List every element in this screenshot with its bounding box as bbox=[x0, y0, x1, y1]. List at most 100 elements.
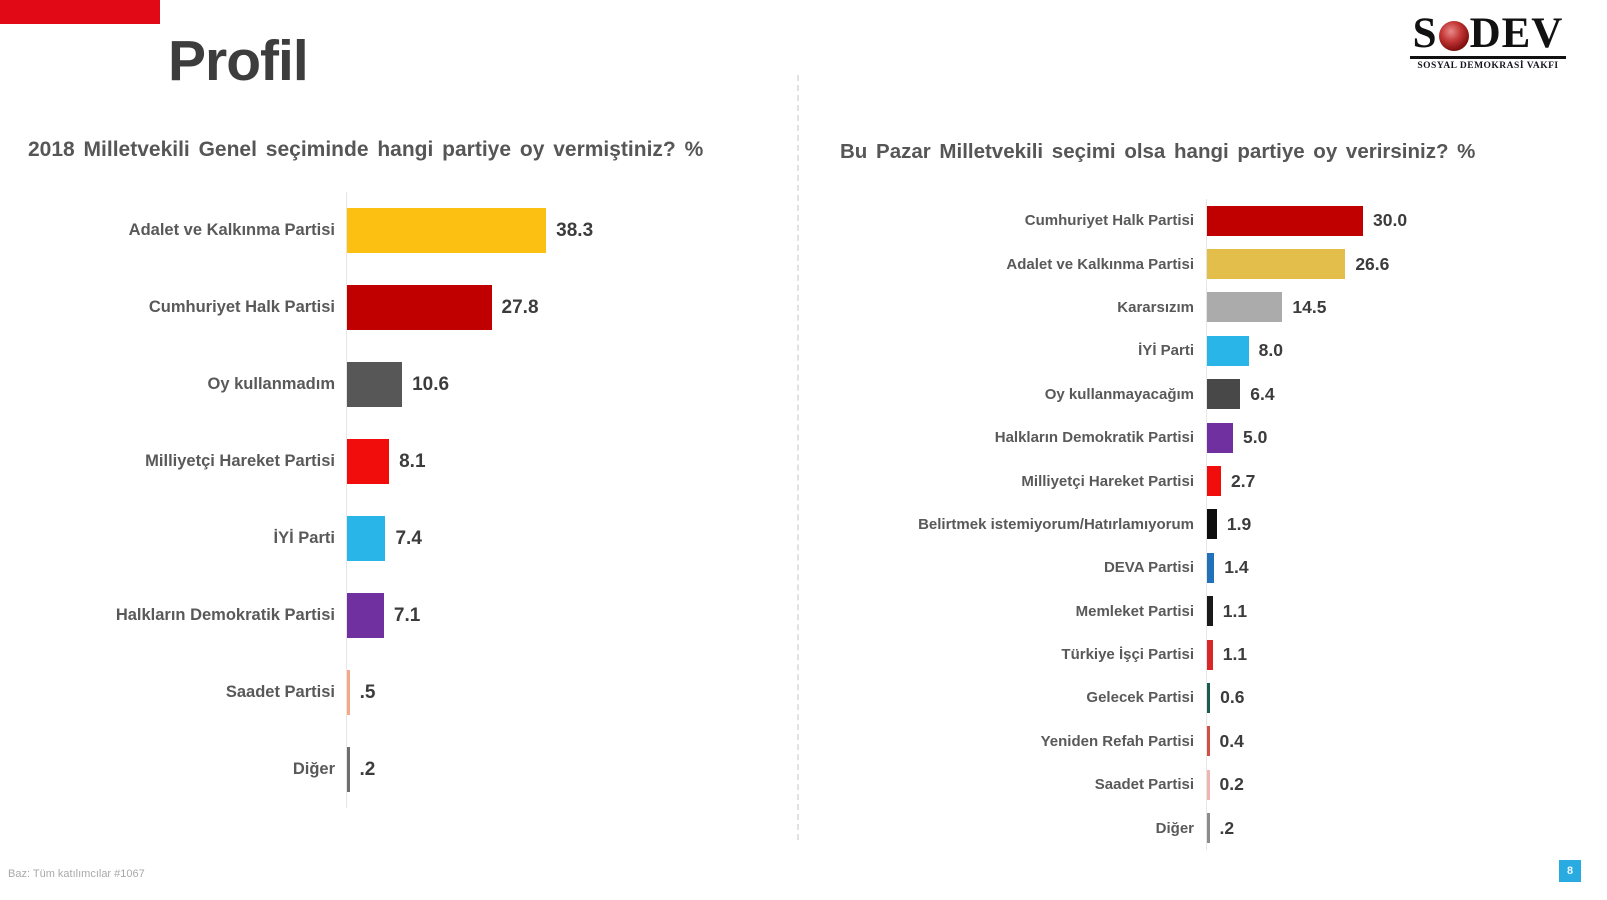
logo-subtitle: SOSYAL DEMOKRASİ VAKFI bbox=[1417, 61, 1559, 71]
bar-value-label: 7.4 bbox=[395, 527, 422, 549]
bar-track: 7.4 bbox=[346, 500, 768, 577]
bar-value-label: 38.3 bbox=[556, 219, 594, 241]
bar-track: 0.6 bbox=[1206, 676, 1580, 720]
bar-rows: Adalet ve Kalkınma Partisi 38.3 Cumhuriyet… bbox=[28, 192, 768, 808]
bar-category-label: Türkiye İşçi Partisi bbox=[1061, 646, 1194, 664]
bar-row: Oy kullanmadım 10.6 bbox=[28, 346, 768, 423]
bar bbox=[1207, 335, 1249, 366]
bar bbox=[347, 362, 403, 407]
bar-value-label: 26.6 bbox=[1355, 253, 1390, 274]
bar-value-label: 1.4 bbox=[1224, 557, 1249, 578]
bar-category-label: Diğer bbox=[292, 760, 335, 778]
bar bbox=[347, 208, 547, 253]
chart-2018-vote: 2018 Milletvekili Genel seçiminde hangi … bbox=[28, 138, 768, 808]
bar-value-label: 14.5 bbox=[1292, 296, 1327, 317]
bar-track: 1.4 bbox=[1206, 546, 1580, 590]
page-number-badge: 8 bbox=[1559, 860, 1581, 882]
bar-category-label: İYİ Parti bbox=[273, 529, 335, 547]
bar-track: 30.0 bbox=[1206, 199, 1580, 243]
bar bbox=[1207, 552, 1215, 583]
bar-row: Diğer .2 bbox=[28, 731, 768, 808]
page-title: Profil bbox=[168, 29, 309, 93]
bar-value-label: 0.6 bbox=[1220, 687, 1245, 708]
bar-category-label: Kararsızım bbox=[1117, 298, 1194, 316]
bar-track: 6.4 bbox=[1206, 372, 1580, 416]
bar-value-label: .2 bbox=[359, 758, 376, 780]
chart-title: 2018 Milletvekili Genel seçiminde hangi … bbox=[28, 138, 704, 161]
bar-track: 8.0 bbox=[1206, 329, 1580, 373]
bar-category-label: Cumhuriyet Halk Partisi bbox=[1024, 212, 1194, 230]
bar-track: .5 bbox=[346, 654, 768, 731]
bar-category-label: Belirtmek istemiyorum/Hatırlamıyorum bbox=[918, 515, 1194, 533]
bar-category-label: Adalet ve Kalkınma Partisi bbox=[128, 221, 335, 239]
bar-category-label: Milliyetçi Hareket Partisi bbox=[1021, 472, 1194, 490]
bar-value-label: 8.0 bbox=[1258, 340, 1283, 361]
bar-track: 27.8 bbox=[346, 269, 768, 346]
bar bbox=[1207, 422, 1233, 453]
bar bbox=[1207, 596, 1213, 627]
bar bbox=[347, 747, 350, 792]
bar-value-label: 2.7 bbox=[1231, 470, 1256, 491]
bar-track: 14.5 bbox=[1206, 285, 1580, 330]
bar-row: Halkların Demokratik Partisi 5.0 bbox=[840, 415, 1580, 460]
bar-value-label: 5.0 bbox=[1243, 427, 1268, 448]
bar-category-label: Saadet Partisi bbox=[225, 683, 335, 701]
bar-row: Memleket Partisi 1.1 bbox=[840, 589, 1580, 633]
bar-category-label: Halkların Demokratik Partisi bbox=[994, 429, 1194, 447]
bar-value-label: 7.1 bbox=[393, 604, 421, 626]
bar-category-label: Milliyetçi Hareket Partisi bbox=[145, 452, 335, 470]
bar bbox=[1207, 682, 1211, 713]
bar-track: 8.1 bbox=[346, 423, 768, 500]
bar-value-label: 1.9 bbox=[1226, 513, 1252, 534]
bar-track: 1.9 bbox=[1206, 502, 1580, 547]
bar-row: Cumhuriyet Halk Partisi 30.0 bbox=[840, 199, 1580, 243]
sodev-logo-wordmark: S DEV bbox=[1408, 12, 1568, 55]
bar bbox=[1207, 466, 1222, 497]
bar-row: Milliyetçi Hareket Partisi 8.1 bbox=[28, 423, 768, 500]
bar bbox=[1207, 249, 1346, 280]
bar bbox=[1207, 379, 1241, 410]
bar-track: 1.1 bbox=[1206, 632, 1580, 677]
bar-row: Türkiye İşçi Partisi 1.1 bbox=[840, 632, 1580, 677]
bar-category-label: Oy kullanmadım bbox=[207, 375, 335, 393]
bar-value-label: 6.4 bbox=[1250, 383, 1275, 404]
bar bbox=[347, 516, 386, 561]
bar-category-label: DEVA Partisi bbox=[1103, 559, 1194, 577]
bar-category-label: Yeniden Refah Partisi bbox=[1040, 732, 1194, 750]
bar-category-label: Saadet Partisi bbox=[1094, 776, 1194, 794]
bar-row: Milliyetçi Hareket Partisi 2.7 bbox=[840, 459, 1580, 503]
chart-sunday-vote: Bu Pazar Milletvekili seçimi olsa hangi … bbox=[840, 140, 1580, 850]
bar-row: Halkların Demokratik Partisi 7.1 bbox=[28, 577, 768, 654]
bar bbox=[347, 593, 384, 638]
chart-divider bbox=[797, 75, 799, 840]
logo-text-suffix: DEV bbox=[1469, 10, 1564, 57]
bar-category-label: İYİ Parti bbox=[1138, 342, 1194, 360]
bar-row: Diğer .2 bbox=[840, 806, 1580, 850]
bar-row: Gelecek Partisi 0.6 bbox=[840, 676, 1580, 720]
bar bbox=[1207, 769, 1210, 800]
bar-track: .2 bbox=[346, 731, 768, 808]
bar-row: DEVA Partisi 1.4 bbox=[840, 546, 1580, 590]
bar bbox=[1207, 509, 1217, 540]
chart-title: Bu Pazar Milletvekili seçimi olsa hangi … bbox=[840, 140, 1476, 163]
bar-category-label: Adalet ve Kalkınma Partisi bbox=[1006, 255, 1194, 273]
bar bbox=[1207, 292, 1283, 323]
bar-value-label: 0.2 bbox=[1219, 774, 1244, 795]
bar-track: 5.0 bbox=[1206, 415, 1580, 460]
bar-track: 10.6 bbox=[346, 346, 768, 423]
bar-value-label: .2 bbox=[1219, 817, 1235, 838]
title-accent-bar bbox=[0, 0, 160, 24]
bar-value-label: 10.6 bbox=[412, 373, 450, 395]
logo-divider-rule bbox=[1410, 56, 1566, 59]
bar-row: Yeniden Refah Partisi 0.4 bbox=[840, 719, 1580, 764]
bar-track: .2 bbox=[1206, 806, 1580, 850]
bar-category-label: Gelecek Partisi bbox=[1086, 689, 1194, 707]
bar-row: İYİ Parti 8.0 bbox=[840, 329, 1580, 373]
bar-track: 1.1 bbox=[1206, 589, 1580, 633]
bar-category-label: Memleket Partisi bbox=[1075, 602, 1194, 620]
bar-value-label: .5 bbox=[359, 681, 376, 703]
bar bbox=[347, 285, 492, 330]
bar bbox=[1207, 639, 1213, 670]
bar bbox=[1207, 726, 1210, 757]
